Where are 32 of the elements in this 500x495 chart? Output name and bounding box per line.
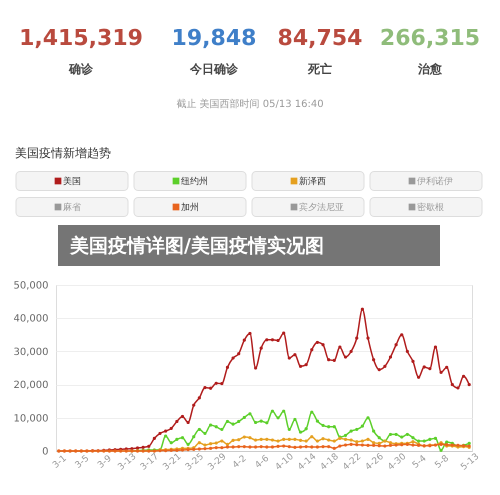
legend-label: 密歇根	[417, 202, 444, 213]
x-tick-label: 3-5	[74, 454, 92, 471]
legend-label: 新泽西	[299, 176, 326, 187]
legend-label: 麻省	[63, 202, 81, 213]
y-tick-label: 0	[42, 446, 48, 458]
x-tick-label: 3-9	[96, 454, 114, 471]
y-tick-label: 30,000	[14, 346, 48, 358]
legend-label: 美国	[63, 176, 81, 187]
legend-label: 宾夕法尼亚	[299, 202, 344, 213]
text: 截止 美国西部时间 05/13 16:40	[176, 98, 324, 110]
x-tick-label: 5-8	[433, 454, 452, 471]
legend-label: 纽约州	[181, 176, 208, 187]
text: 确诊	[68, 62, 94, 76]
chart-title: 美国疫情新增趋势	[15, 146, 111, 160]
y-tick-label: 40,000	[14, 314, 48, 325]
text: 今日确诊	[189, 62, 239, 76]
text: 死亡	[307, 62, 332, 76]
text: 美国疫情详图/美国疫情实况图	[69, 235, 324, 257]
text: 266,315	[380, 26, 480, 51]
text: 1,415,319	[19, 26, 143, 51]
x-tick-label: 4-6	[253, 454, 272, 471]
x-tick-label: 5-4	[410, 454, 429, 471]
legend-label: 伊利诺伊	[417, 176, 453, 187]
text: 治愈	[417, 62, 443, 76]
text: 19,848	[172, 26, 256, 51]
legend-label: 加州	[181, 202, 199, 213]
y-tick-label: 20,000	[14, 380, 48, 392]
y-tick-label: 10,000	[14, 413, 48, 424]
x-tick-label: 3-1	[51, 454, 69, 471]
x-tick-label: 4-2	[231, 454, 249, 471]
y-tick-label: 50,000	[14, 280, 48, 292]
text: 84,754	[278, 26, 362, 51]
